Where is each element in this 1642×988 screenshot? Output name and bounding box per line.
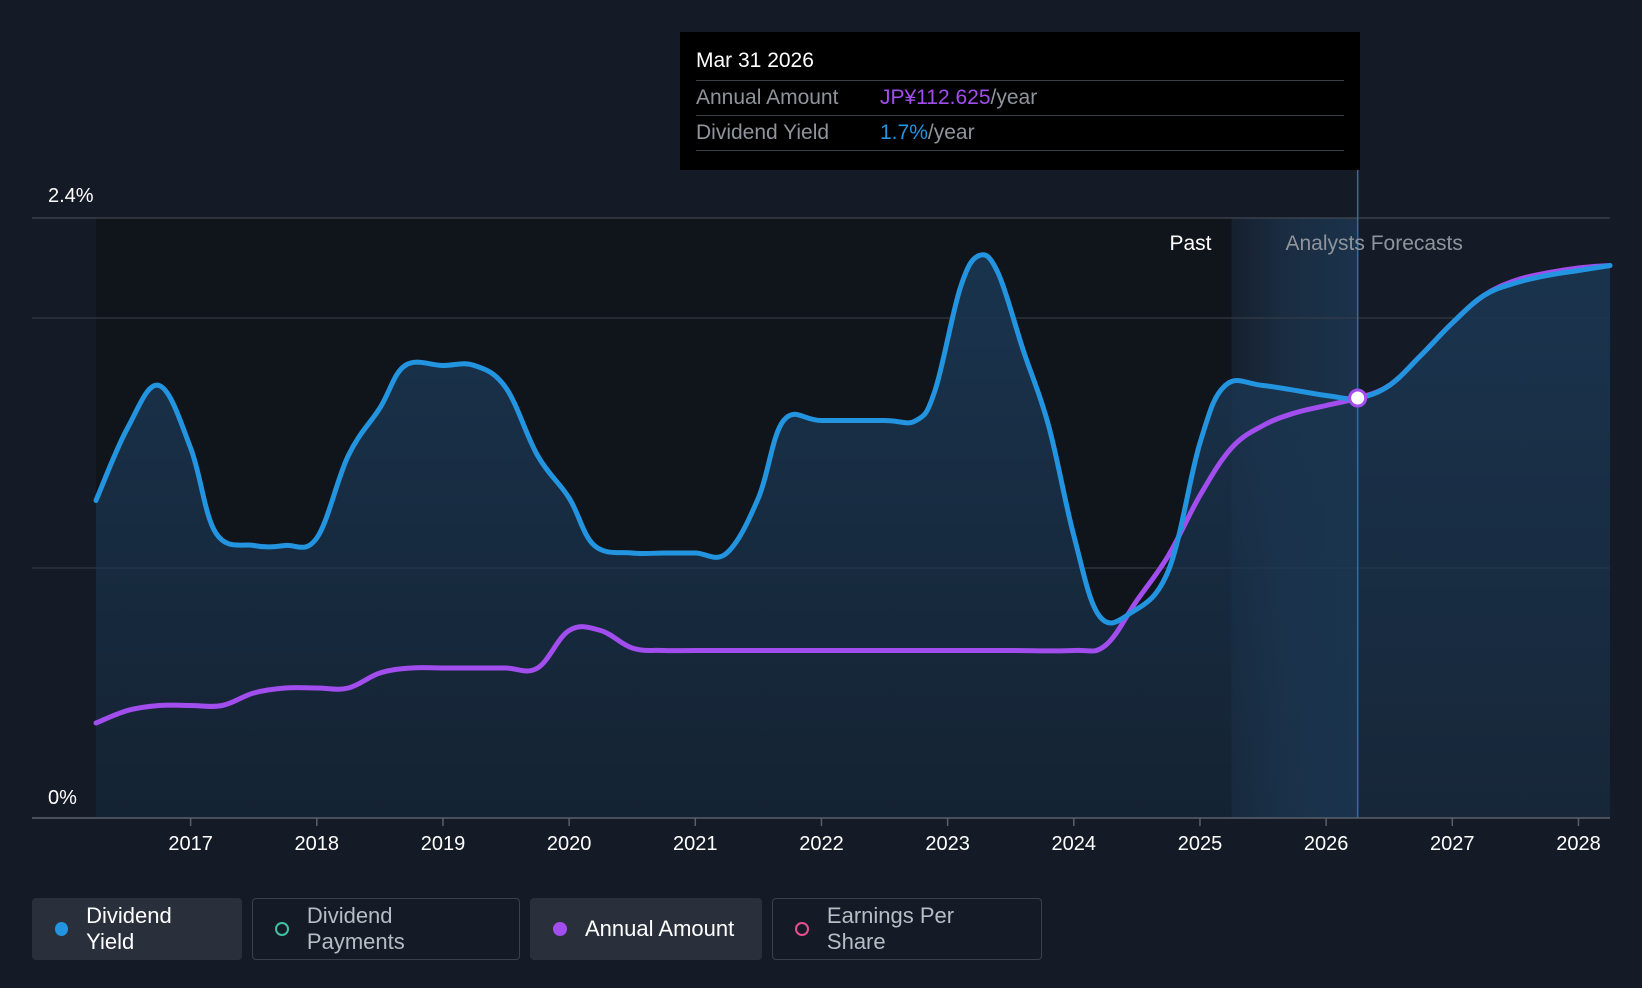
x-tick-label: 2023 — [925, 833, 970, 855]
dividend-yield-line — [93, 252, 1613, 626]
tooltip-key: Dividend Yield — [696, 121, 830, 144]
x-tick-label: 2020 — [547, 833, 592, 855]
legend-earnings-per-share[interactable]: Earnings Per Share — [772, 898, 1042, 960]
x-axis: 2017 2018 2019 2020 2021 2022 2023 2024 2025 2026… — [32, 817, 1610, 855]
x-tick-label: 2017 — [168, 833, 213, 855]
tooltip-row-dividend-yield: Dividend Yield 1.7% /year — [696, 116, 1344, 151]
x-tick-label: 2024 — [1052, 833, 1097, 855]
cursor-marker — [1348, 388, 1368, 408]
y-tick-label: 0% — [48, 787, 77, 809]
x-tick-label: 2026 — [1304, 833, 1349, 855]
hollow-circle-icon — [795, 922, 809, 936]
x-tick-label: 2018 — [295, 833, 340, 855]
dividend-yield-area — [96, 254, 1610, 818]
forecast-label: Analysts Forecasts — [1286, 232, 1463, 255]
x-tick-label: 2019 — [421, 833, 466, 855]
hollow-circle-icon — [275, 922, 289, 936]
tooltip-row-annual-amount: Annual Amount JP¥112.625 /year — [696, 81, 1344, 116]
tooltip-value: JP¥112.625 — [880, 86, 991, 109]
legend-annual-amount[interactable]: Annual Amount — [530, 898, 762, 960]
chart-labels: 0% 2.4% Past Analysts Forecasts — [48, 185, 1463, 809]
tooltip-key: Annual Amount — [696, 86, 839, 109]
legend-label: Annual Amount — [585, 916, 735, 941]
chart-legend: Dividend Yield Dividend Payments Annual … — [32, 898, 1042, 960]
x-tick-label: 2028 — [1556, 833, 1601, 855]
tooltip-unit: /year — [927, 121, 975, 144]
past-label: Past — [1169, 232, 1211, 255]
y-tick-label: 2.4% — [48, 185, 94, 207]
chart-tooltip: Mar 31 2026 Annual Amount JP¥112.625 /ye… — [680, 32, 1360, 170]
legend-label: Dividend Payments — [306, 903, 405, 954]
legend-dividend-yield[interactable]: Dividend Yield — [32, 898, 242, 960]
tooltip-unit: /year — [990, 86, 1038, 109]
filled-circle-icon — [553, 922, 567, 936]
filled-circle-icon — [55, 922, 69, 936]
x-tick-label: 2021 — [673, 833, 718, 855]
legend-label: Dividend Yield — [86, 903, 172, 954]
chart-series — [93, 170, 1613, 818]
x-tick-label: 2025 — [1178, 833, 1223, 855]
tooltip-value: 1.7% — [880, 121, 928, 144]
tooltip-date: Mar 31 2026 — [696, 46, 1344, 81]
x-tick-label: 2027 — [1430, 833, 1475, 855]
legend-label: Earnings Per Share — [826, 903, 955, 954]
legend-dividend-payments[interactable]: Dividend Payments — [252, 898, 520, 960]
x-tick-label: 2022 — [799, 833, 844, 855]
